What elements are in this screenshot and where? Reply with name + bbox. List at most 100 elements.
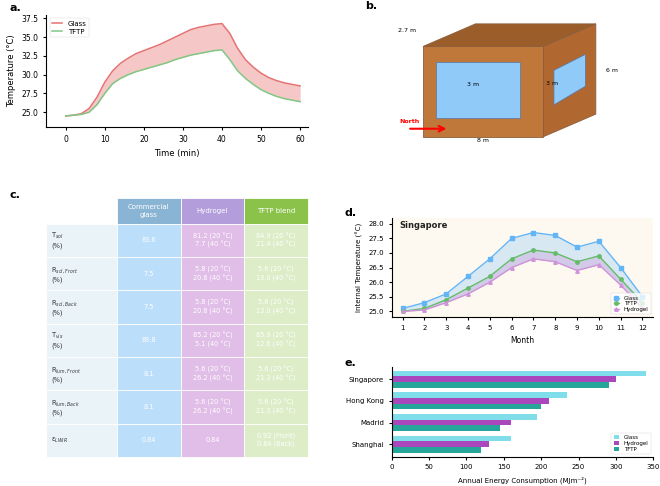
TFTP xyxy=(551,250,559,256)
Line: Glass: Glass xyxy=(401,231,644,310)
Text: R$_{lum,Front}$
(%): R$_{lum,Front}$ (%) xyxy=(51,364,82,382)
TFTP xyxy=(116,75,124,81)
Glass xyxy=(218,21,226,27)
Text: 81.2 (20 °C)
7.7 (40 °C): 81.2 (20 °C) 7.7 (40 °C) xyxy=(193,232,232,248)
Bar xyxy=(117,357,181,390)
Y-axis label: Temperature (°C): Temperature (°C) xyxy=(7,35,16,107)
Glass xyxy=(420,300,428,306)
Bar xyxy=(117,423,181,457)
Glass xyxy=(257,70,265,76)
Bar xyxy=(181,357,244,390)
TFTP xyxy=(442,297,450,303)
Glass xyxy=(508,235,515,241)
Y-axis label: Internal Temperature (°C): Internal Temperature (°C) xyxy=(356,223,363,312)
Bar xyxy=(117,224,181,257)
Hydrogel xyxy=(638,306,646,312)
Text: 8.1: 8.1 xyxy=(143,404,154,410)
Bar xyxy=(391,371,646,376)
Glass xyxy=(486,256,494,262)
TFTP xyxy=(296,99,304,104)
Text: c.: c. xyxy=(9,190,20,200)
Text: TFTP blend: TFTP blend xyxy=(257,208,295,214)
TFTP xyxy=(573,259,581,265)
Text: T$_{vis}$
(%): T$_{vis}$ (%) xyxy=(51,331,64,349)
TFTP xyxy=(288,97,296,103)
Glass xyxy=(595,238,603,244)
Glass xyxy=(242,57,249,63)
Glass xyxy=(85,105,93,111)
Bar xyxy=(46,357,117,390)
Hydrogel xyxy=(551,259,559,265)
Text: 85.2 (20 °C)
5.1 (40 °C): 85.2 (20 °C) 5.1 (40 °C) xyxy=(193,332,232,348)
Text: 8 m: 8 m xyxy=(477,138,489,143)
Text: 89.8: 89.8 xyxy=(141,337,156,343)
X-axis label: Annual Energy Consumption (MJm⁻²): Annual Energy Consumption (MJm⁻²) xyxy=(458,476,587,484)
Text: 5.6 (20 °C)
26.2 (40 °C): 5.6 (20 °C) 26.2 (40 °C) xyxy=(193,365,232,382)
Glass xyxy=(551,232,559,238)
Polygon shape xyxy=(423,24,596,47)
Bar xyxy=(391,420,512,425)
TFTP xyxy=(595,253,603,259)
Bar xyxy=(117,290,181,324)
Glass xyxy=(288,82,296,87)
Bar xyxy=(46,423,117,457)
Text: Hydrogel: Hydrogel xyxy=(197,208,228,214)
Text: 0.84: 0.84 xyxy=(141,437,156,443)
TFTP xyxy=(109,81,117,87)
Hydrogel xyxy=(508,265,515,271)
Glass xyxy=(69,112,77,118)
Bar xyxy=(244,324,308,357)
TFTP xyxy=(156,62,164,68)
Text: ε$_{LWIR}$: ε$_{LWIR}$ xyxy=(51,435,69,445)
Text: 5.6 (20 °C)
13.0 (40 °C): 5.6 (20 °C) 13.0 (40 °C) xyxy=(256,299,296,315)
TFTP xyxy=(638,300,646,306)
Bar xyxy=(244,257,308,290)
Text: d.: d. xyxy=(345,208,356,218)
Glass xyxy=(195,24,203,30)
Text: 2.7 m: 2.7 m xyxy=(399,28,416,33)
Hydrogel xyxy=(486,279,494,285)
Glass xyxy=(109,68,117,74)
TFTP xyxy=(242,75,249,81)
Line: Glass: Glass xyxy=(66,24,300,116)
Bar xyxy=(391,414,537,420)
Bar xyxy=(117,198,181,224)
Text: 84.9 (20 °C)
21.4 (40 °C): 84.9 (20 °C) 21.4 (40 °C) xyxy=(256,232,296,248)
Glass xyxy=(93,94,101,100)
Glass xyxy=(226,31,234,36)
Text: R$_{lum,Back}$
(%): R$_{lum,Back}$ (%) xyxy=(51,398,81,416)
X-axis label: Month: Month xyxy=(510,336,535,346)
Hydrogel xyxy=(399,309,407,314)
Glass xyxy=(171,34,179,40)
Line: Hydrogel: Hydrogel xyxy=(401,257,644,313)
TFTP xyxy=(226,57,234,63)
TFTP xyxy=(265,90,273,96)
TFTP xyxy=(218,47,226,53)
Glass xyxy=(140,48,148,53)
TFTP xyxy=(77,111,85,117)
TFTP xyxy=(273,93,280,99)
Text: 3 m: 3 m xyxy=(546,81,558,86)
Text: 5.6 (20 °C)
21.3 (40 °C): 5.6 (20 °C) 21.3 (40 °C) xyxy=(256,365,296,382)
TFTP xyxy=(93,102,101,107)
TFTP xyxy=(101,90,109,96)
Hydrogel xyxy=(442,300,450,306)
Glass xyxy=(616,265,624,271)
Bar xyxy=(117,324,181,357)
Bar xyxy=(181,324,244,357)
Hydrogel xyxy=(616,282,624,288)
TFTP xyxy=(69,112,77,118)
Bar xyxy=(181,290,244,324)
TFTP xyxy=(464,285,472,291)
Legend: Glass, TFTP: Glass, TFTP xyxy=(50,18,89,37)
Text: 8.1: 8.1 xyxy=(143,371,154,377)
Text: Singapore: Singapore xyxy=(399,221,448,230)
Text: Commercial
glass: Commercial glass xyxy=(128,204,170,218)
Bar xyxy=(117,390,181,423)
Line: TFTP: TFTP xyxy=(401,248,644,313)
Text: 0.84: 0.84 xyxy=(205,437,220,443)
TFTP xyxy=(249,82,257,87)
Glass xyxy=(148,45,156,51)
TFTP xyxy=(234,68,242,74)
Glass xyxy=(156,42,164,48)
